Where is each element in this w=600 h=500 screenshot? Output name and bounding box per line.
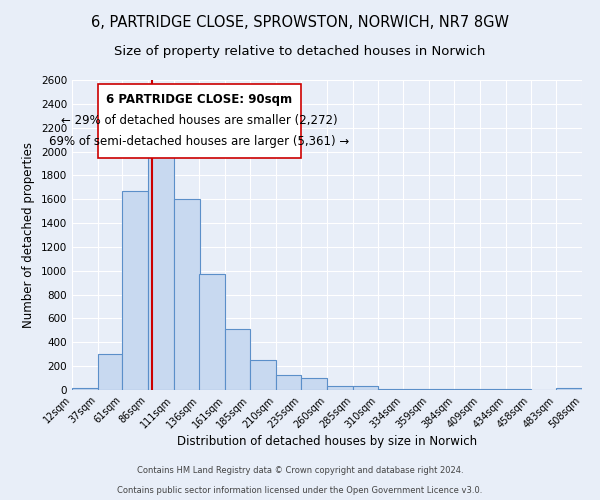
Bar xyxy=(122,191,148,390)
Text: 6, PARTRIDGE CLOSE, SPROWSTON, NORWICH, NR7 8GW: 6, PARTRIDGE CLOSE, SPROWSTON, NORWICH, … xyxy=(91,15,509,30)
Bar xyxy=(72,388,98,390)
Bar xyxy=(199,274,225,390)
Text: Size of property relative to detached houses in Norwich: Size of property relative to detached ho… xyxy=(115,45,485,58)
Bar xyxy=(225,329,250,390)
Bar xyxy=(275,374,301,390)
Text: 69% of semi-detached houses are larger (5,361) →: 69% of semi-detached houses are larger (… xyxy=(49,134,350,147)
Bar xyxy=(250,360,275,390)
X-axis label: Distribution of detached houses by size in Norwich: Distribution of detached houses by size … xyxy=(177,436,477,448)
Bar xyxy=(327,386,353,390)
Bar xyxy=(556,388,582,390)
Bar xyxy=(301,378,327,390)
Bar xyxy=(174,199,199,390)
Text: Contains HM Land Registry data © Crown copyright and database right 2024.: Contains HM Land Registry data © Crown c… xyxy=(137,466,463,475)
Text: ← 29% of detached houses are smaller (2,272): ← 29% of detached houses are smaller (2,… xyxy=(61,114,338,127)
Y-axis label: Number of detached properties: Number of detached properties xyxy=(22,142,35,328)
Bar xyxy=(353,386,379,390)
Bar xyxy=(98,354,122,390)
Bar xyxy=(148,134,174,390)
Text: 6 PARTRIDGE CLOSE: 90sqm: 6 PARTRIDGE CLOSE: 90sqm xyxy=(106,94,293,106)
Text: Contains public sector information licensed under the Open Government Licence v3: Contains public sector information licen… xyxy=(118,486,482,495)
